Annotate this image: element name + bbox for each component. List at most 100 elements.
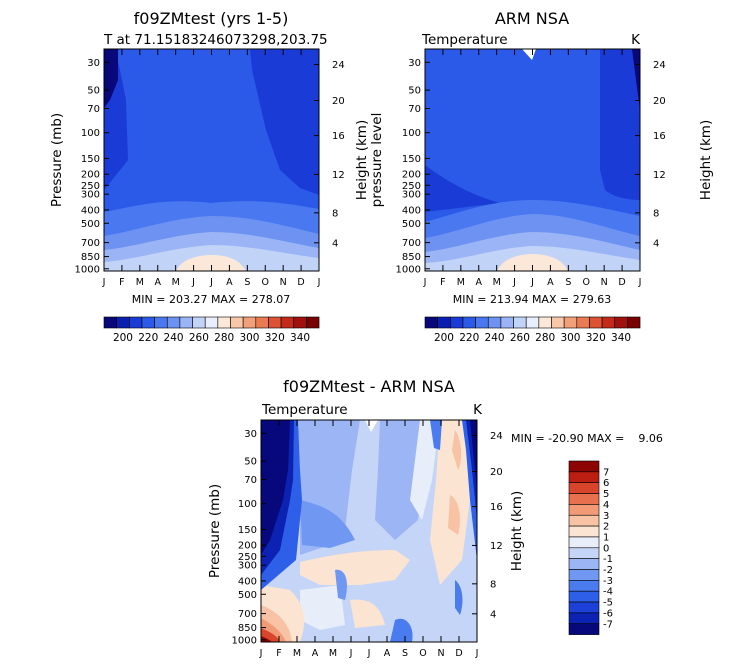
colorbar-swatch	[475, 316, 489, 329]
panel-model-stats: MIN = 203.27 MAX = 278.07	[132, 293, 290, 306]
height-tick-label: 12	[653, 170, 666, 181]
pressure-tick-label: 500	[402, 219, 421, 230]
colorbar-swatch	[568, 525, 600, 538]
y-axis-label-left: pressure level	[369, 113, 385, 208]
pressure-tick-label: 850	[402, 252, 421, 263]
colorbar-label: 300	[239, 332, 259, 344]
colorbar-swatch	[449, 316, 464, 329]
month-tick-label: J	[530, 277, 534, 288]
colorbar-label: 4	[603, 500, 609, 511]
pressure-tick-label: 700	[238, 609, 257, 620]
month-tick-label: O	[419, 648, 426, 659]
colorbar-swatch	[568, 471, 600, 484]
colorbar-label: 6	[603, 478, 609, 489]
colorbar-label: 200	[434, 332, 454, 344]
contour-fill	[300, 585, 345, 630]
pressure-tick-label: 300	[238, 561, 257, 572]
month-tick-label: F	[440, 277, 445, 288]
colorbar-swatch	[204, 316, 219, 329]
panel-difference-stats: MIN = -20.90 MAX = 9.06	[511, 432, 663, 445]
month-tick-label: J	[512, 277, 516, 288]
colorbar-swatch	[563, 316, 578, 329]
colorbar-swatch	[568, 623, 600, 635]
colorbar-swatch	[242, 316, 257, 329]
month-tick-label: S	[565, 277, 571, 288]
colorbar-label: 340	[290, 332, 310, 344]
panel-model: f09ZMtest (yrs 1-5) T at 71.151832460732…	[49, 9, 370, 344]
panel-difference-title: f09ZMtest - ARM NSA	[283, 377, 455, 396]
contour-fill	[350, 599, 385, 628]
pressure-tick-label: 300	[81, 190, 100, 201]
pressure-tick-label: 400	[238, 576, 257, 587]
colorbar-swatch	[306, 316, 320, 329]
month-tick-label: M	[293, 648, 301, 659]
height-tick-label: 20	[653, 96, 666, 107]
colorbar-swatch	[568, 580, 600, 592]
height-tick-label: 16	[490, 502, 503, 513]
colorbar-swatch	[568, 590, 600, 603]
pressure-tick-label: 30	[87, 58, 100, 69]
colorbar-swatch	[627, 316, 641, 329]
month-tick-label: J	[423, 277, 427, 288]
colorbar-swatch	[568, 493, 600, 505]
colorbar-label: 1	[603, 532, 609, 543]
pressure-tick-label: 30	[408, 58, 421, 69]
height-ticks: 24 20 16 12 8 4	[472, 431, 503, 620]
panel-obs-stats: MIN = 213.94 MAX = 279.63	[453, 293, 611, 306]
month-tick-label: A	[547, 277, 554, 288]
pressure-tick-label: 200	[238, 541, 257, 552]
month-tick-label: J	[475, 648, 479, 659]
pressure-tick-label: 300	[402, 190, 421, 201]
contour-fill	[335, 569, 347, 600]
colorbar-label: 260	[189, 332, 209, 344]
month-tick-label: J	[191, 277, 195, 288]
pressure-tick-label: 70	[87, 104, 100, 115]
panel-difference-subtitle: Temperature	[261, 402, 348, 418]
colorbar-swatch	[568, 547, 600, 559]
pressure-tick-label: 70	[408, 104, 421, 115]
y-axis-label-right: Height (km)	[698, 120, 714, 200]
month-tick-label: J	[259, 648, 263, 659]
pressure-tick-label: 70	[244, 475, 257, 486]
height-tick-label: 8	[332, 208, 338, 219]
month-tick-label: N	[280, 277, 287, 288]
pressure-tick-label: 100	[402, 128, 421, 139]
colorbar-label: 280	[214, 332, 234, 344]
colorbar-label: -3	[603, 576, 613, 587]
height-tick-label: 8	[490, 579, 496, 590]
month-tick-label: A	[476, 277, 483, 288]
month-tick-label: J	[638, 277, 642, 288]
panel-difference-units: K	[473, 402, 483, 418]
pressure-tick-label: 30	[244, 429, 257, 440]
pressure-tick-label: 50	[244, 457, 257, 468]
y-axis-label-right: Height (km)	[354, 120, 370, 200]
colorbar-swatch	[568, 460, 600, 473]
panel-model-title: f09ZMtest (yrs 1-5)	[134, 9, 289, 28]
height-tick-label: 12	[490, 541, 503, 552]
contour-fill	[261, 420, 290, 555]
y-axis-label-left: Pressure (mb)	[207, 484, 223, 578]
colorbar-swatch	[568, 514, 600, 527]
pressure-tick-label: 200	[81, 170, 100, 181]
contour-fill	[365, 420, 378, 432]
contour-fill	[470, 420, 477, 490]
height-tick-label: 12	[332, 170, 345, 181]
colorbar-swatch	[551, 316, 565, 329]
colorbar-label: 320	[586, 332, 606, 344]
month-tick-label: M	[457, 277, 465, 288]
colorbar-obs: 200 220 240 260 280 300 320 340	[424, 316, 641, 344]
height-tick-label: 20	[490, 467, 503, 478]
height-tick-label: 24	[490, 431, 503, 442]
colorbar-swatch	[230, 316, 244, 329]
colorbar-swatch	[141, 316, 155, 329]
colorbar-label: 320	[265, 332, 285, 344]
colorbar-label: 5	[603, 489, 609, 500]
pressure-tick-label: 250	[81, 181, 100, 192]
panel-model-subtitle: T at 71.15183246073298,203.75	[103, 32, 328, 48]
panel-obs-subtitle: Temperature	[421, 32, 508, 48]
panel-obs: ARM NSA Temperature K 305070100150200250…	[369, 9, 714, 344]
colorbar-label: 240	[164, 332, 184, 344]
month-tick-label: M	[172, 277, 180, 288]
